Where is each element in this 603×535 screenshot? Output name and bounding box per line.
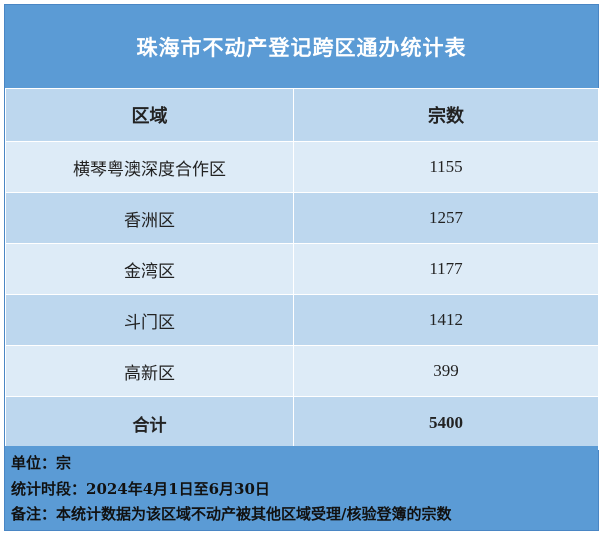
count-cell: 1257 bbox=[293, 192, 599, 244]
statistics-sheet: 珠海市不动产登记跨区通办统计表 区域 宗数 横琴粤澳深度合作区 1155 香洲区… bbox=[4, 4, 599, 531]
count-cell: 1177 bbox=[293, 243, 599, 295]
total-count: 5400 bbox=[293, 396, 599, 450]
period-note: 统计时段：2024年4月1日至6月30日 bbox=[11, 480, 270, 498]
table-header-row: 区域 宗数 bbox=[5, 88, 599, 142]
region-cell: 香洲区 bbox=[5, 192, 294, 244]
column-header-region: 区域 bbox=[5, 88, 294, 142]
count-cell: 1155 bbox=[293, 141, 599, 193]
total-label: 合计 bbox=[5, 396, 294, 450]
region-cell: 高新区 bbox=[5, 345, 294, 397]
total-row: 合计 5400 bbox=[5, 396, 599, 450]
statistics-table: 区域 宗数 横琴粤澳深度合作区 1155 香洲区 1257 金湾区 1177 斗… bbox=[5, 88, 599, 450]
table-row: 金湾区 1177 bbox=[5, 243, 599, 295]
column-header-count: 宗数 bbox=[293, 88, 599, 142]
table-row: 香洲区 1257 bbox=[5, 192, 599, 244]
count-cell: 399 bbox=[293, 345, 599, 397]
count-cell: 1412 bbox=[293, 294, 599, 346]
remark-note: 备注：本统计数据为该区域不动产被其他区域受理/核验登簿的宗数 bbox=[11, 505, 452, 523]
region-cell: 斗门区 bbox=[5, 294, 294, 346]
table-row: 高新区 399 bbox=[5, 345, 599, 397]
sheet-title: 珠海市不动产登记跨区通办统计表 bbox=[5, 5, 598, 88]
region-cell: 横琴粤澳深度合作区 bbox=[5, 141, 294, 193]
region-cell: 金湾区 bbox=[5, 243, 294, 295]
footnotes: 单位：宗 统计时段：2024年4月1日至6月30日 备注：本统计数据为该区域不动… bbox=[5, 446, 598, 530]
table-row: 横琴粤澳深度合作区 1155 bbox=[5, 141, 599, 193]
unit-note: 单位：宗 bbox=[11, 454, 72, 472]
table-row: 斗门区 1412 bbox=[5, 294, 599, 346]
